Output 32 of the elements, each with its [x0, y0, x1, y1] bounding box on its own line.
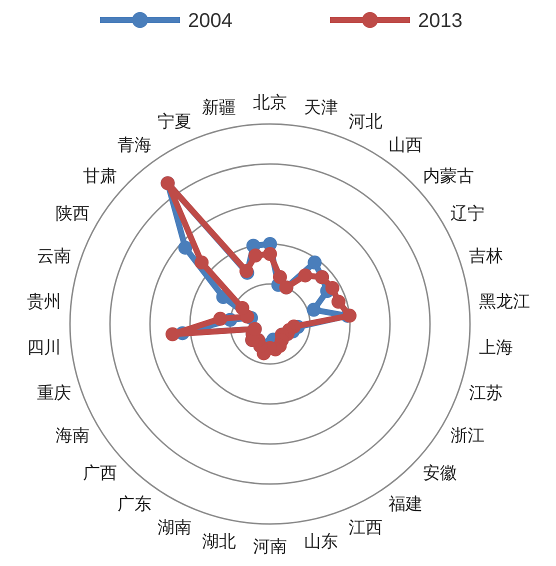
spoke-label: 黑龙江 [478, 292, 530, 311]
spoke-label: 宁夏 [158, 112, 192, 132]
spoke-label: 广西 [83, 464, 118, 483]
spoke-label: 内蒙古 [422, 166, 474, 186]
spoke-label: 吉林 [469, 246, 504, 266]
spoke-label: 海南 [56, 426, 90, 445]
spoke-label: 广东 [118, 494, 152, 514]
spoke-label: 江西 [348, 518, 382, 537]
spoke-label: 北京 [253, 93, 287, 112]
spoke-label: 辽宁 [450, 204, 484, 223]
spoke-label: 云南 [36, 246, 71, 266]
spoke-label: 河北 [348, 112, 382, 132]
spoke-label: 青海 [118, 135, 152, 154]
spoke-label: 山西 [388, 135, 422, 154]
spoke-label: 山东 [304, 532, 338, 552]
spoke-label: 浙江 [450, 426, 484, 445]
spoke-label: 湖南 [158, 518, 192, 537]
spoke-label: 安徽 [422, 464, 457, 483]
spoke-label: 陕西 [56, 204, 90, 223]
spoke-label: 江苏 [469, 384, 504, 403]
spoke-label: 上海 [478, 338, 513, 358]
spoke-label: 重庆 [36, 384, 71, 403]
spoke-label: 河南 [253, 537, 287, 556]
spoke-label: 甘肃 [83, 166, 118, 186]
spoke-label: 新疆 [202, 98, 236, 117]
legend-label: 2013 [418, 10, 462, 32]
spoke-label: 湖北 [202, 532, 236, 552]
spoke-label: 贵州 [27, 292, 62, 311]
spoke-label: 四川 [27, 338, 62, 358]
legend-label: 2004 [188, 10, 232, 32]
spoke-label: 天津 [304, 98, 338, 117]
spoke-label: 福建 [388, 494, 422, 514]
